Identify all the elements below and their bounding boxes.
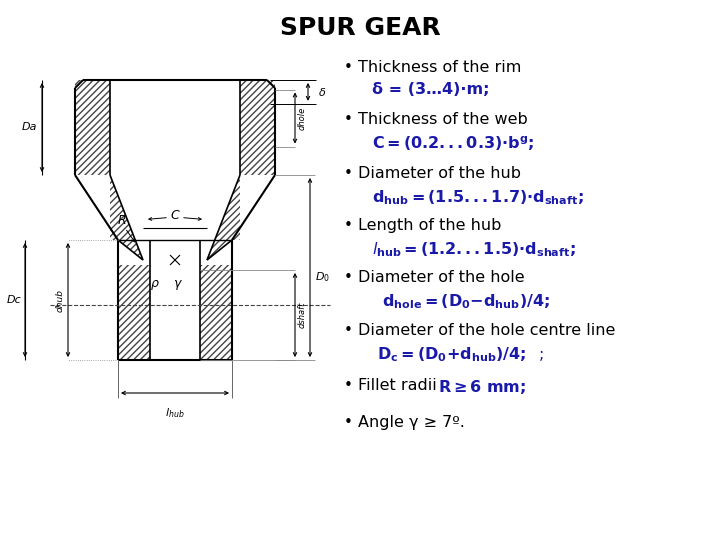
Text: $\it{l}$$_{hub}$: $\it{l}$$_{hub}$ (165, 406, 185, 420)
Text: $\mathbf{R \geq 6\ mm;}$: $\mathbf{R \geq 6\ mm;}$ (438, 378, 526, 396)
Text: Angle γ ≥ 7º.: Angle γ ≥ 7º. (358, 415, 465, 430)
Text: $\mathbf{d_{hub}{=}(1.5...1.7){\cdot}d_{shaft};}$: $\mathbf{d_{hub}{=}(1.5...1.7){\cdot}d_{… (372, 188, 584, 207)
Text: SPUR GEAR: SPUR GEAR (279, 16, 441, 40)
Text: •: • (343, 378, 352, 393)
Text: Da: Da (22, 123, 37, 132)
Text: •: • (343, 323, 352, 338)
Text: •: • (343, 415, 352, 430)
Bar (200, 265, 232, 360)
Text: dshaft: dshaft (298, 302, 307, 328)
Text: D$_0$: D$_0$ (315, 271, 330, 285)
Text: Thickness of the web: Thickness of the web (358, 112, 528, 127)
Text: $\delta$: $\delta$ (318, 86, 326, 98)
Text: δ = (3…4)·m;: δ = (3…4)·m; (372, 82, 490, 97)
Text: Length of the hub: Length of the hub (358, 218, 501, 233)
Text: $\mathbf{C = (0.2...0.3){\cdot}b^g;}$: $\mathbf{C = (0.2...0.3){\cdot}b^g;}$ (372, 134, 534, 153)
Bar (240, 80, 275, 175)
Text: $\gamma$: $\gamma$ (173, 278, 183, 292)
Text: Dc: Dc (6, 295, 21, 305)
Text: Diameter of the hole: Diameter of the hole (358, 270, 525, 285)
Text: Fillet radii: Fillet radii (358, 378, 447, 393)
Bar (75, 80, 110, 175)
Text: $\mathbf{\mathit{l}_{hub}{=}(1.2...1.5){\cdot}d_{shaft};}$: $\mathbf{\mathit{l}_{hub}{=}(1.2...1.5){… (372, 240, 576, 259)
Text: Thickness of the rim: Thickness of the rim (358, 60, 521, 75)
Text: •: • (343, 218, 352, 233)
Text: Diameter of the hole centre line: Diameter of the hole centre line (358, 323, 616, 338)
Text: dhole: dhole (298, 106, 307, 130)
Text: •: • (343, 60, 352, 75)
Text: •: • (343, 112, 352, 127)
Text: •: • (343, 166, 352, 181)
Text: •: • (343, 270, 352, 285)
Text: Diameter of the hub: Diameter of the hub (358, 166, 521, 181)
Text: $\rho$: $\rho$ (150, 278, 160, 292)
Text: dhub: dhub (56, 288, 65, 312)
Text: $\mathbf{d_{hole}{=}(D_0{-}d_{hub})/4;}$: $\mathbf{d_{hole}{=}(D_0{-}d_{hub})/4;}$ (382, 292, 550, 310)
Bar (118, 265, 150, 360)
Text: $C$: $C$ (170, 209, 180, 222)
Text: $R$: $R$ (117, 213, 127, 226)
Text: $\mathbf{D_c{=}(D_0{+}d_{hub})/4;\;\;}$;: $\mathbf{D_c{=}(D_0{+}d_{hub})/4;\;\;}$; (377, 345, 544, 364)
